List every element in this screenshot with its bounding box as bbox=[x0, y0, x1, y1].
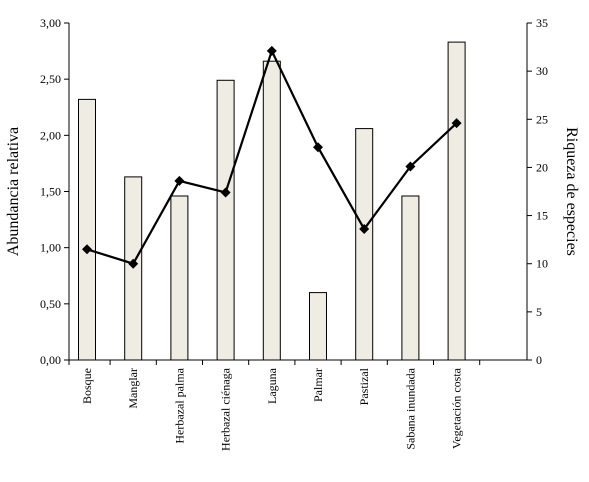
bar-7 bbox=[401, 195, 420, 361]
line-point-7 bbox=[405, 161, 416, 172]
right-y-tick-label: 35 bbox=[536, 16, 548, 30]
left-y-axis-title: Abundancia relativa bbox=[5, 127, 22, 256]
bar-5 bbox=[309, 292, 327, 361]
left-y-tick-label: 0,50 bbox=[40, 297, 61, 311]
right-y-tick-label: 10 bbox=[536, 257, 548, 271]
line-point-0 bbox=[82, 244, 92, 255]
right-y-tick-label: 20 bbox=[536, 160, 548, 174]
left-y-tick-label: 2,00 bbox=[40, 128, 61, 142]
line-point-2 bbox=[174, 175, 185, 186]
line-point-1 bbox=[128, 258, 139, 269]
right-y-tick-label: 25 bbox=[536, 112, 548, 126]
line-point-6 bbox=[359, 224, 370, 235]
right-y-tick-label: 5 bbox=[536, 305, 542, 319]
bar-0 bbox=[78, 98, 96, 361]
x-category-label: Pastizal bbox=[357, 367, 371, 405]
x-category-label: Herbazal ciénaga bbox=[219, 367, 233, 451]
bar-4 bbox=[262, 60, 281, 361]
right-y-ticks: 0 5 10 15 20 25 30 35 bbox=[527, 16, 548, 367]
bar-6 bbox=[355, 128, 374, 361]
line-point-3 bbox=[220, 187, 231, 198]
right-y-axis-title: Riqueza de especies bbox=[563, 127, 580, 256]
line-point-4 bbox=[266, 45, 277, 56]
bar-8 bbox=[447, 41, 466, 361]
left-y-tick-label: 0,00 bbox=[40, 353, 61, 367]
right-y-tick-label: 15 bbox=[536, 209, 548, 223]
x-category-label: Bosque bbox=[80, 368, 94, 404]
bar-2 bbox=[170, 195, 189, 361]
line-point-8 bbox=[451, 118, 462, 129]
x-category-label: Vegetación costa bbox=[450, 367, 464, 449]
left-y-tick-label: 3,00 bbox=[40, 16, 61, 30]
left-y-tick-label: 2,50 bbox=[40, 72, 61, 86]
x-category-label: Manglar bbox=[126, 368, 140, 409]
right-y-tick-label: 0 bbox=[536, 353, 542, 367]
x-category-label: Herbazal palma bbox=[172, 367, 186, 443]
x-category-label: Palmar bbox=[311, 368, 325, 402]
x-tick-labels: Bosque Manglar Herbazal palma Herbazal cién… bbox=[68, 360, 481, 451]
bar-series bbox=[78, 41, 466, 361]
line-point-5 bbox=[313, 142, 323, 153]
x-category-label: Laguna bbox=[265, 367, 279, 404]
bar-3 bbox=[216, 79, 235, 361]
right-y-tick-label: 30 bbox=[536, 64, 548, 78]
x-category-label: Sabana inundada bbox=[403, 367, 417, 449]
left-y-ticks: 0,00 0,50 1,00 1,50 2,00 2,50 3,00 bbox=[40, 16, 69, 367]
line-series bbox=[82, 45, 462, 269]
left-y-tick-label: 1,00 bbox=[40, 241, 61, 255]
left-y-tick-label: 1,50 bbox=[40, 185, 61, 199]
